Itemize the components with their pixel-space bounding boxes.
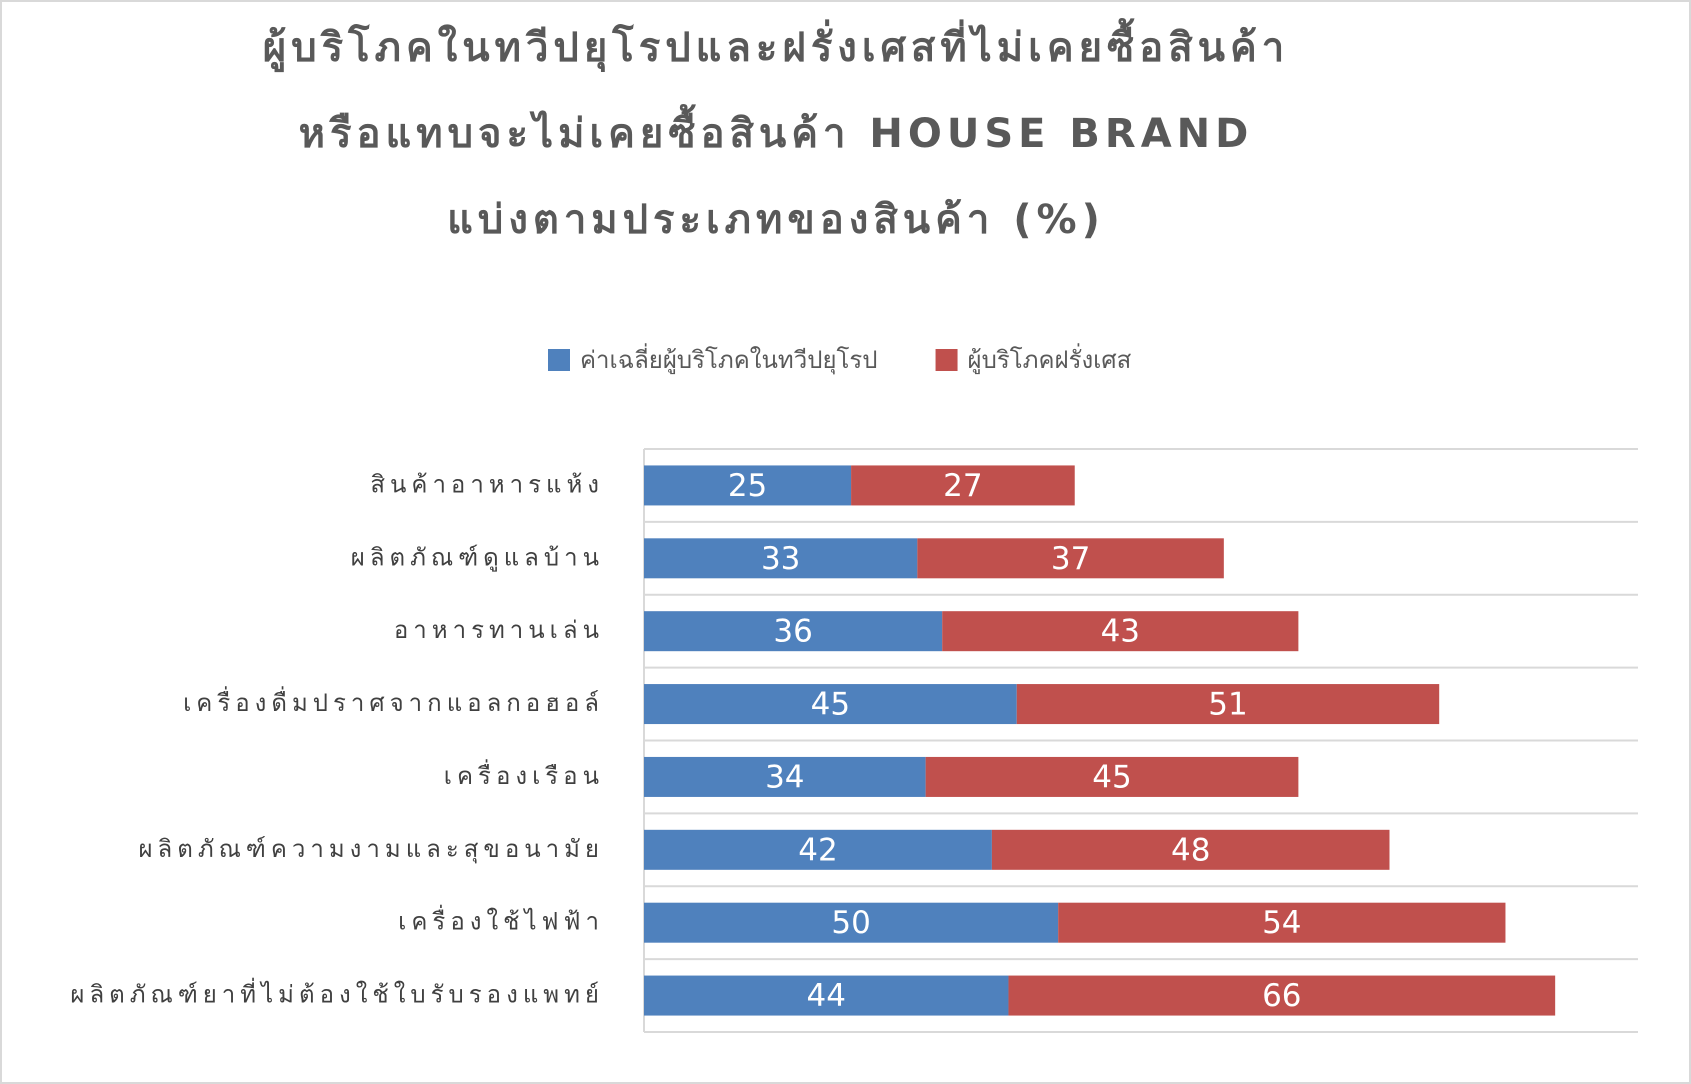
data-label: 27 bbox=[943, 468, 982, 504]
y-tick-label: อาหารทานเล่น bbox=[394, 616, 604, 644]
bar-segment bbox=[1016, 684, 1440, 725]
bar-segment bbox=[644, 684, 1017, 725]
legend-swatch bbox=[548, 349, 570, 371]
y-tick-label: เครื่องใช้ไฟฟ้า bbox=[398, 905, 604, 936]
bar-segment bbox=[644, 611, 943, 652]
y-tick-label: ผลิตภัณฑ์ดูแลบ้าน bbox=[351, 543, 604, 572]
data-label: 43 bbox=[1101, 614, 1140, 650]
data-label: 36 bbox=[773, 614, 812, 650]
data-label: 45 bbox=[811, 687, 850, 723]
data-label: 34 bbox=[765, 759, 804, 795]
data-label: 45 bbox=[1092, 759, 1131, 795]
bar-segment bbox=[991, 829, 1390, 870]
y-tick-label: ผลิตภัณฑ์ความงามและสุขอนามัย bbox=[138, 835, 604, 864]
legend-label: ค่าเฉลี่ยผู้บริโภคในทวีปยุโรป bbox=[580, 343, 878, 375]
bar-segment bbox=[644, 902, 1059, 943]
bar-segment bbox=[644, 975, 1009, 1016]
bar-segment bbox=[925, 756, 1299, 797]
legend-label: ผู้บริโภคฝรั่งเศส bbox=[968, 343, 1132, 375]
data-label: 66 bbox=[1262, 978, 1301, 1014]
chart-title: แบ่งตามประเภทของสินค้า (%) bbox=[447, 197, 1105, 243]
bar-segment bbox=[942, 611, 1299, 652]
chart-title: หรือแทบจะไม่เคยซื้อสินค้า HOUSE BRAND bbox=[299, 104, 1254, 157]
chart-title: ผู้บริโภคในทวีปยุโรปและฝรั่งเศสที่ไม่เคย… bbox=[263, 18, 1289, 73]
data-label: 44 bbox=[807, 978, 846, 1014]
y-tick-label: เครื่องเรือน bbox=[444, 759, 604, 790]
bar-segment bbox=[644, 756, 926, 797]
data-label: 50 bbox=[831, 905, 870, 941]
data-label: 51 bbox=[1208, 687, 1247, 723]
bar-segment bbox=[917, 538, 1224, 579]
data-label: 25 bbox=[728, 468, 767, 504]
bar-segment bbox=[644, 465, 852, 506]
data-label: 33 bbox=[761, 541, 800, 577]
bar-segment bbox=[851, 465, 1075, 506]
bar-segment bbox=[644, 538, 918, 579]
bar-segment bbox=[1008, 975, 1556, 1016]
bar-segment bbox=[1058, 902, 1506, 943]
data-label: 37 bbox=[1051, 541, 1090, 577]
y-tick-label: เครื่องดื่มปราศจากแอลกอฮอล์ bbox=[183, 686, 604, 717]
legend-swatch bbox=[935, 349, 958, 371]
y-tick-label: สินค้าอาหารแห้ง bbox=[370, 470, 604, 498]
data-label: 42 bbox=[798, 832, 837, 868]
data-label: 54 bbox=[1262, 905, 1301, 941]
bar-segment bbox=[644, 829, 992, 870]
y-tick-label: ผลิตภัณฑ์ยาที่ไม่ต้องใช้ใบรับรองแพทย์ bbox=[70, 978, 604, 1009]
data-label: 48 bbox=[1171, 832, 1210, 868]
